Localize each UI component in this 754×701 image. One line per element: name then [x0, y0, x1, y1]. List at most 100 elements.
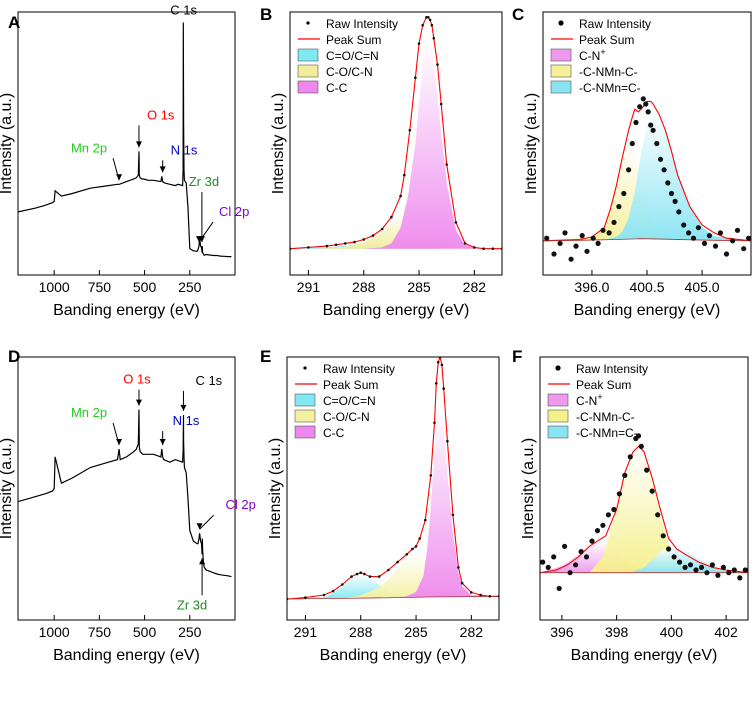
peak-annotation: C 1s [195, 373, 222, 388]
raw-point [562, 230, 568, 236]
raw-point [605, 512, 612, 518]
raw-point [742, 567, 748, 573]
raw-point [544, 235, 550, 241]
raw-point [629, 140, 635, 147]
legend-marker [294, 409, 316, 423]
x-tick-label: 500 [133, 279, 157, 295]
raw-point [405, 553, 409, 556]
legend-marker [297, 48, 319, 62]
legend-marker [294, 393, 316, 407]
raw-point [418, 537, 422, 540]
raw-point [622, 472, 628, 478]
peak-annotation: N 1s [173, 413, 200, 428]
series-peak-sum [287, 357, 499, 600]
raw-point [661, 167, 667, 173]
raw-point [436, 361, 440, 364]
raw-point [568, 256, 574, 262]
x-tick-label: 750 [88, 279, 112, 295]
raw-point [408, 129, 412, 132]
raw-point [304, 596, 307, 599]
legend-label: Raw Intensity [576, 362, 648, 376]
x-axis-label: Banding energy (eV) [53, 647, 200, 664]
x-tick-label: 282 [460, 624, 484, 640]
panel-d: 1000 750 500 250 Banding energy (eV) Intensit… [0, 347, 256, 664]
raw-point [741, 246, 747, 252]
raw-point [436, 63, 439, 66]
panel-c: 396.0 400.5 405.0 Banding energy (eV) Intens… [512, 5, 752, 319]
raw-point [411, 547, 414, 551]
raw-point [645, 109, 651, 115]
plot-area [540, 433, 748, 592]
raw-point [730, 238, 736, 244]
raw-point [579, 233, 585, 239]
fill-c-nmn-c [543, 104, 751, 241]
raw-point [482, 247, 485, 250]
x-tick-label: 500 [133, 624, 157, 640]
peak-annotation: Mn 2p [71, 405, 107, 420]
raw-point [611, 506, 617, 513]
raw-point [600, 522, 606, 528]
legend-marker [547, 425, 569, 439]
raw-point [557, 240, 563, 246]
raw-point [648, 122, 654, 128]
legend-marker [550, 48, 572, 62]
raw-point [433, 421, 436, 425]
x-tick-label: 396.0 [574, 279, 609, 295]
raw-point [726, 570, 732, 576]
raw-point [616, 204, 622, 210]
raw-point [451, 513, 455, 517]
raw-point [657, 156, 664, 162]
x-axis-label: Banding energy (eV) [53, 302, 200, 319]
annotation-arrow-head [135, 399, 142, 406]
series-survey [18, 409, 232, 578]
annotation-arrow [198, 221, 214, 243]
raw-point [704, 570, 710, 576]
peak-annotation: O 1s [123, 372, 151, 387]
fill-c-o-c-n [290, 211, 502, 249]
legend-marker [547, 409, 569, 423]
plot-area [18, 22, 232, 258]
x-tick-label: 1000 [39, 279, 70, 295]
raw-point [325, 244, 329, 248]
plot-area [287, 357, 499, 601]
raw-point [425, 15, 428, 19]
x-tick-label: 288 [349, 624, 373, 640]
raw-point [698, 564, 705, 571]
raw-point [626, 167, 632, 173]
y-axis-label: Intensity (a.u.) [0, 438, 15, 539]
raw-point [446, 439, 449, 443]
raw-point [307, 246, 310, 249]
fill-c-c [290, 38, 502, 249]
legend-label: C=O/C=N [326, 49, 379, 63]
raw-point [562, 543, 568, 550]
raw-point [717, 230, 724, 236]
raw-point [488, 595, 492, 598]
raw-point [454, 221, 458, 224]
raw-point [589, 538, 595, 544]
raw-point [665, 180, 671, 186]
y-axis-label: Intensity (a.u.) [0, 93, 15, 194]
series-peak-sum [290, 16, 502, 250]
raw-point [350, 575, 353, 578]
raw-point [621, 190, 627, 197]
raw-point [445, 163, 449, 166]
raw-point [399, 194, 402, 198]
peak-annotation: O 1s [147, 107, 175, 122]
x-tick-label: 285 [407, 279, 431, 295]
raw-point [368, 575, 372, 578]
raw-point [457, 566, 460, 569]
annotation-arrow-head [159, 439, 166, 446]
raw-point [737, 575, 743, 581]
plot-area [18, 409, 232, 578]
raw-point [430, 23, 434, 27]
fill-c-nmn-c [540, 546, 748, 573]
legend-label: Raw Intensity [326, 17, 398, 31]
y-axis-label: Intensity (a.u.) [270, 93, 287, 194]
legend-marker [555, 365, 561, 371]
peak-annotation: Zr 3d [189, 174, 219, 189]
raw-point [387, 568, 390, 572]
raw-point [723, 251, 730, 257]
raw-point [442, 387, 446, 390]
raw-point [491, 247, 495, 250]
